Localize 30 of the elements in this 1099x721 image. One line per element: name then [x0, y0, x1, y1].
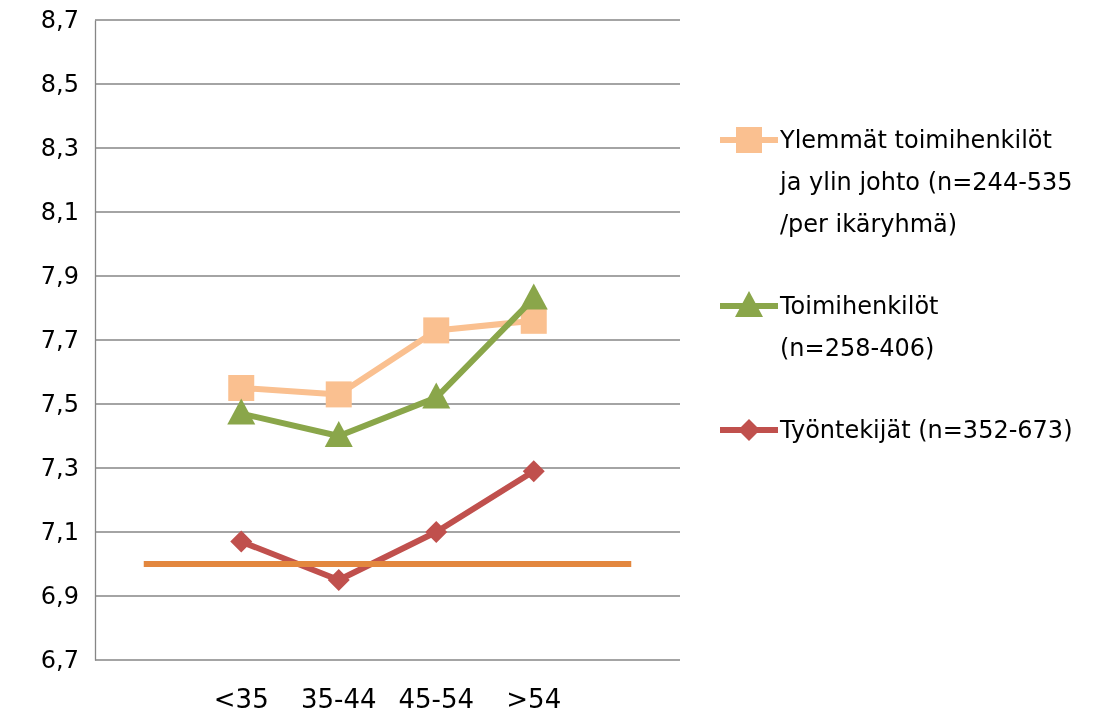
point	[522, 460, 545, 483]
point	[324, 421, 353, 447]
y-tick-label: 8,7	[40, 6, 79, 35]
y-tick-label: 7,7	[40, 326, 79, 355]
point	[422, 382, 451, 409]
point	[425, 521, 448, 543]
x-tick-label: <35	[213, 684, 269, 715]
point	[227, 398, 256, 425]
point	[228, 375, 255, 401]
y-tick-label: 6,7	[40, 646, 79, 675]
point	[519, 283, 548, 310]
y-tick-label: 7,1	[40, 518, 79, 547]
legend-label: Ylemmät toimihenkilöt ja ylin johto (n=244-535 /per ikäryhmä)	[779, 126, 1073, 238]
point	[520, 307, 547, 334]
point	[423, 317, 450, 344]
y-tick-label: 7,9	[40, 262, 79, 291]
legend-label: Toimihenkilöt (n=258-406)	[779, 292, 939, 362]
y-tick-label: 8,3	[40, 134, 79, 163]
point	[230, 530, 253, 553]
y-tick-label: 7,3	[40, 454, 79, 483]
y-tick-label: 6,9	[40, 582, 79, 611]
y-tick-label: 8,1	[40, 198, 79, 227]
point	[327, 569, 350, 591]
legend-label: Työntekijät (n=352-673)	[779, 416, 1073, 444]
y-tick-label: 8,5	[40, 70, 79, 99]
x-tick-label: >54	[506, 684, 562, 715]
x-tick-label: 35-44	[300, 684, 377, 715]
x-tick-label: 45-54	[398, 684, 475, 715]
point	[325, 381, 352, 408]
y-tick-label: 7,5	[40, 390, 79, 419]
